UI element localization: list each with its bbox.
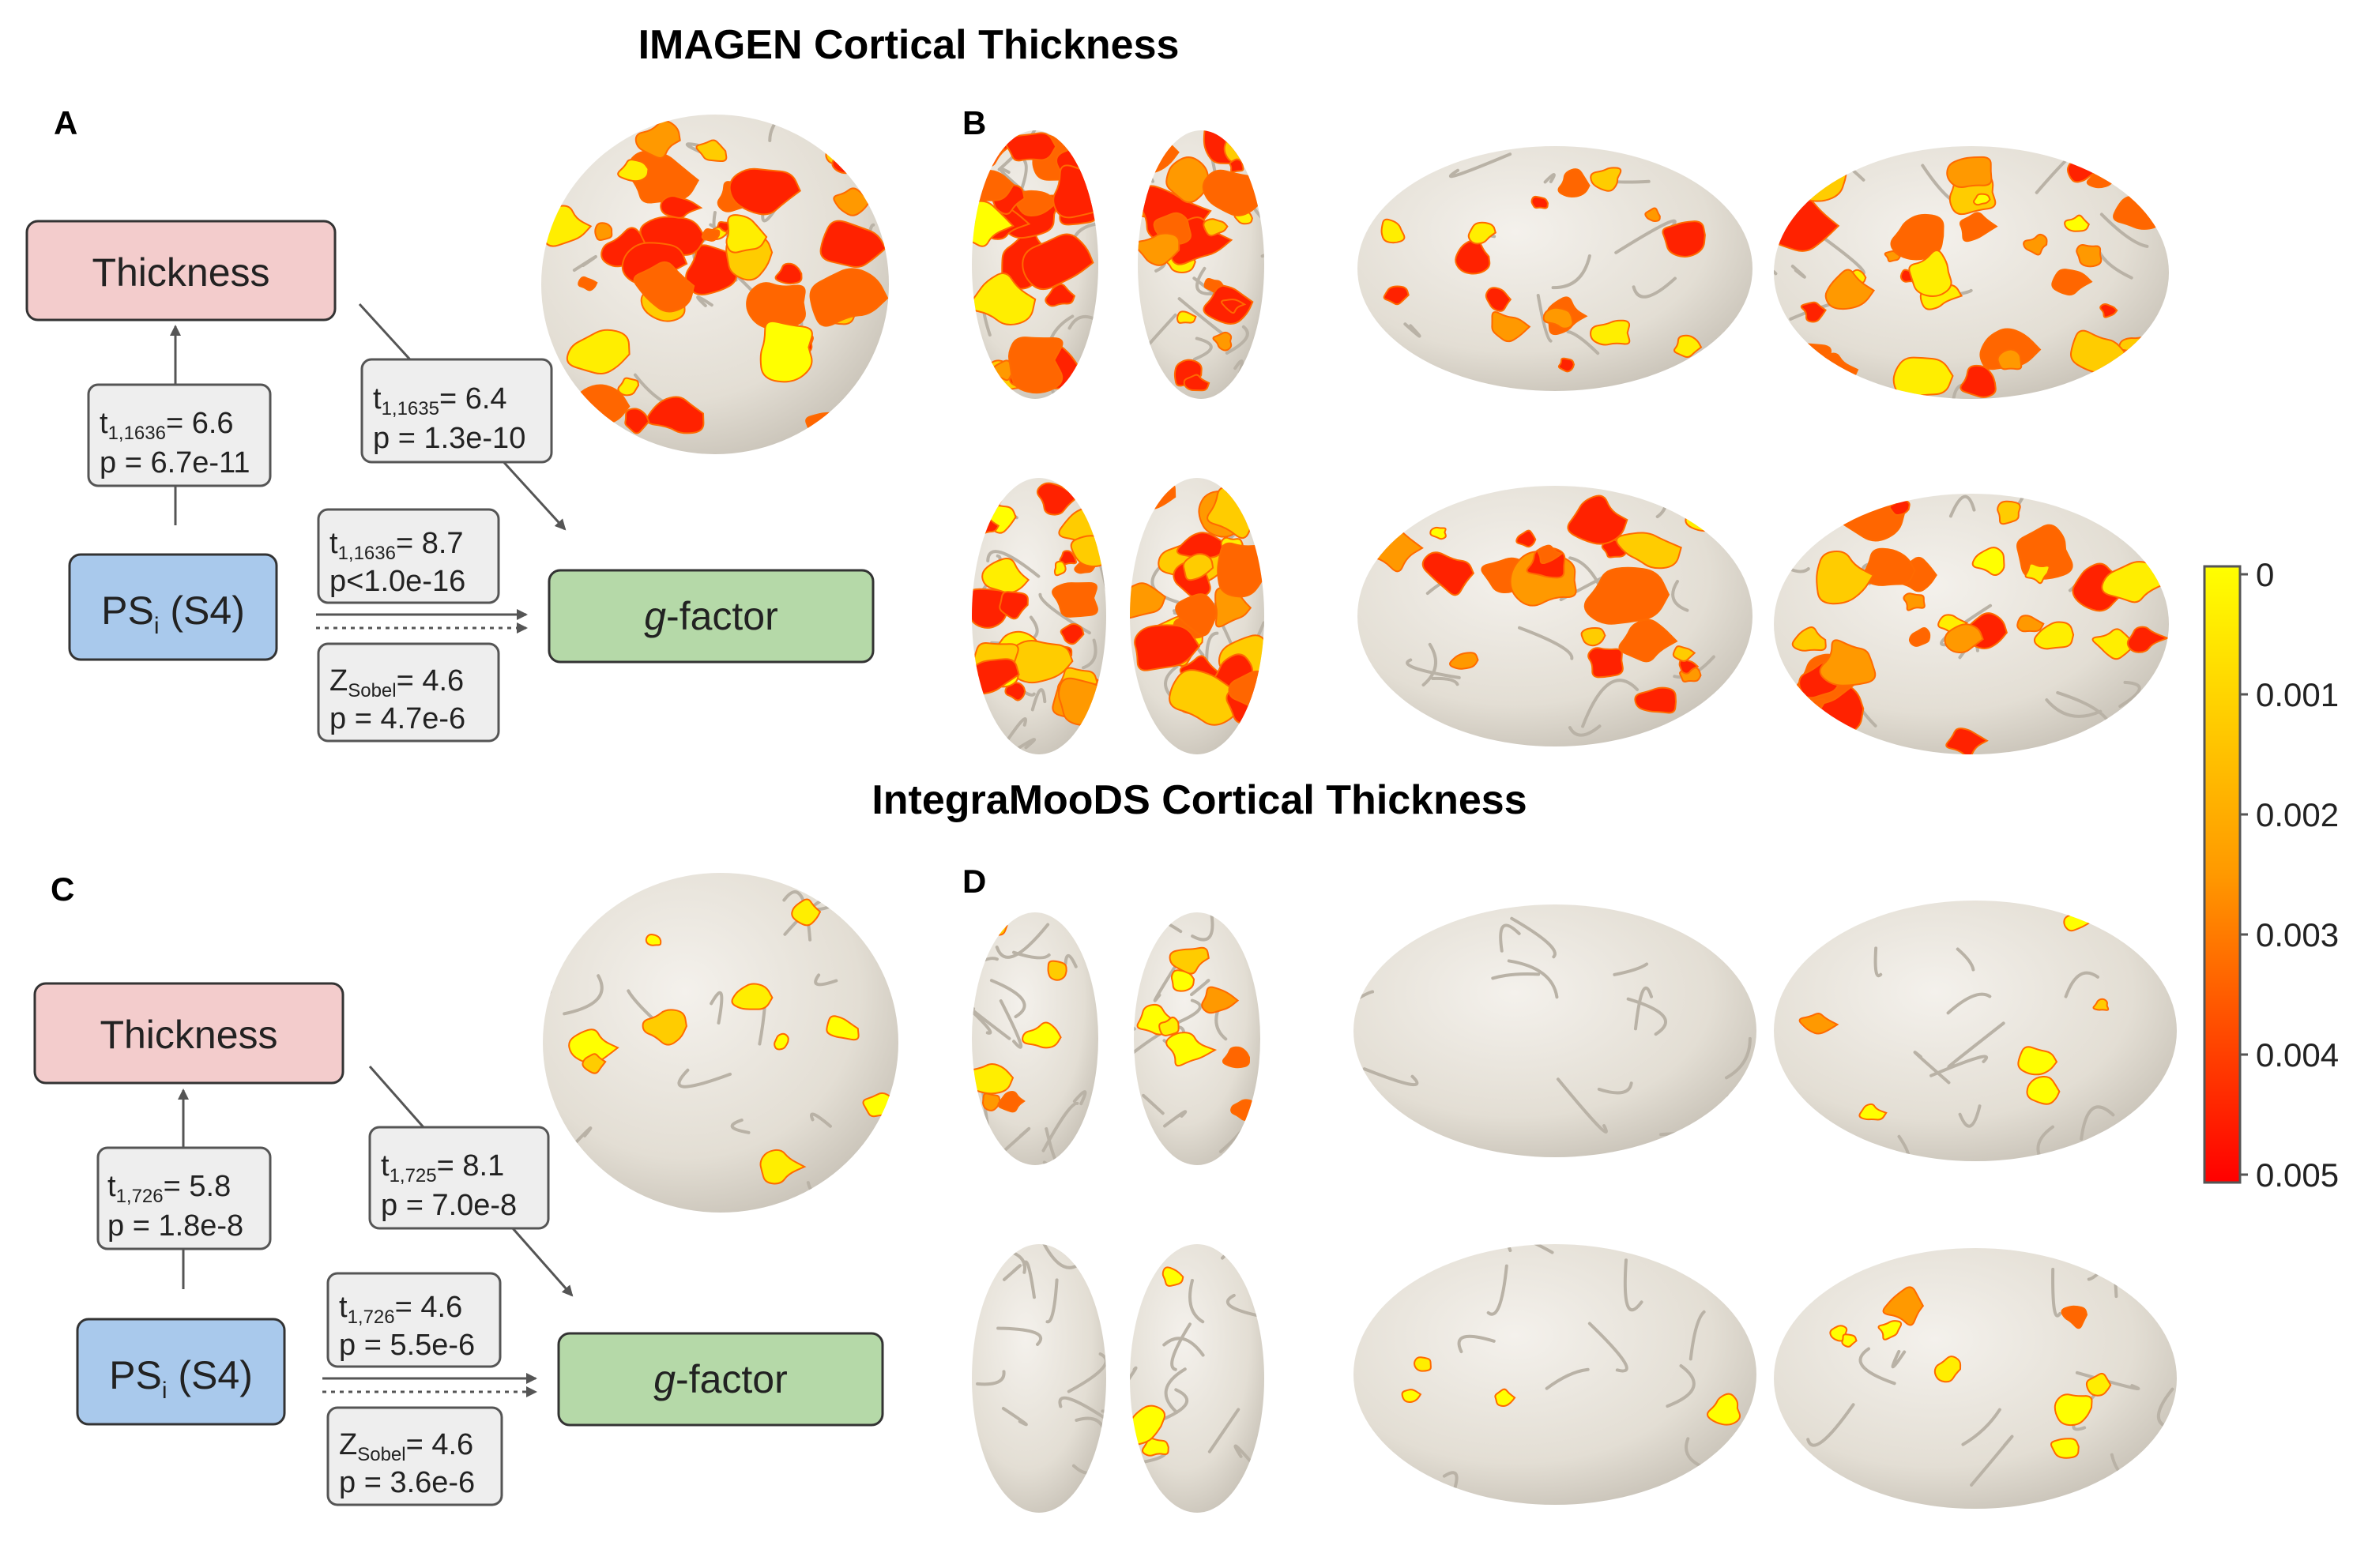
mediation-diagram: Thickness PSi (S4) g-factor t1,1636= 6.6… (25, 220, 875, 743)
thickness-label: Thickness (92, 250, 269, 295)
brain-lateral-top (1774, 901, 2177, 1161)
svg-text:p = 1.8e-8: p = 1.8e-8 (107, 1209, 243, 1243)
ps-box (68, 553, 278, 661)
brain-medial-top (1353, 904, 1756, 1157)
thickness-label: Thickness (100, 1013, 277, 1057)
svg-text:p = 1.3e-10: p = 1.3e-10 (373, 422, 525, 455)
colorbar-tick-label: 0 (2256, 556, 2274, 593)
svg-text:p = 5.5e-6: p = 5.5e-6 (339, 1329, 475, 1362)
stat-path-a: t1,726= 5.8 p = 1.8e-8 (96, 1146, 272, 1250)
brain-occipital-right (1130, 478, 1264, 754)
brain-lateral-top (1774, 146, 2169, 399)
panel-label-b: B (962, 104, 986, 141)
ps-label: PSi (S4) (101, 588, 245, 639)
svg-text:t1,1636= 6.6: t1,1636= 6.6 (100, 407, 234, 444)
panel-label-d: D (962, 863, 986, 900)
svg-text:p = 7.0e-8: p = 7.0e-8 (381, 1189, 517, 1222)
brain-frontal-left (972, 130, 1098, 399)
stat-sobel: ZSobel= 4.6 p = 4.7e-6 (317, 642, 500, 743)
gfactor-label: g-factor (653, 1357, 788, 1401)
section-imagen: IMAGEN Cortical Thickness A B Thickness … (25, 22, 1180, 743)
thickness-box (33, 982, 344, 1085)
brain-occipital-left (972, 1244, 1106, 1513)
svg-text:p = 4.7e-6: p = 4.7e-6 (329, 702, 465, 735)
brain-frontal-left (972, 912, 1098, 1165)
stat-sobel: ZSobel= 4.6 p = 3.6e-6 (326, 1406, 503, 1506)
brain-medial-bottom (1357, 486, 1752, 746)
section-title: IntegraMooDS Cortical Thickness (872, 777, 1527, 823)
svg-text:ZSobel= 4.6: ZSobel= 4.6 (329, 664, 464, 701)
gfactor-label: g-factor (644, 594, 778, 638)
svg-text:ZSobel= 4.6: ZSobel= 4.6 (339, 1428, 473, 1465)
svg-text:p<1.0e-16: p<1.0e-16 (329, 565, 465, 598)
brain-frontal-right (1134, 912, 1260, 1165)
brain-occipital-left (972, 478, 1106, 754)
mediation-diagram: Thickness PSi (S4) g-factor t1,726= 5.8 … (33, 982, 884, 1506)
ps-box (76, 1318, 286, 1426)
svg-text:p = 6.7e-11: p = 6.7e-11 (100, 446, 250, 479)
brain-renderings (541, 115, 2177, 1513)
brain-lateral-bottom (1774, 1248, 2177, 1509)
brain-medial-top (1357, 146, 1752, 391)
stat-path-c: t1,726= 4.6 p = 5.5e-6 (326, 1272, 502, 1368)
brain-medial-bottom (1353, 1244, 1756, 1505)
colorbar-tick-label: 0.002 (2256, 796, 2339, 833)
svg-text:p = 3.6e-6: p = 3.6e-6 (339, 1466, 475, 1499)
colorbar-gradient (2203, 565, 2242, 1184)
colorbar-tick-label: 0.005 (2256, 1156, 2339, 1194)
brain-occipital-right (1130, 1244, 1264, 1513)
stat-path-b: t1,725= 8.1 p = 7.0e-8 (368, 1126, 550, 1230)
brain-3d-top (541, 115, 889, 454)
svg-text:t1,1636= 8.7: t1,1636= 8.7 (329, 527, 464, 564)
panel-label-c: C (51, 870, 74, 908)
svg-text:t1,726= 4.6: t1,726= 4.6 (339, 1291, 462, 1328)
brain-3d-top (543, 873, 898, 1213)
panel-label-a: A (54, 104, 77, 141)
brain-frontal-right (1138, 130, 1264, 399)
section-title: IMAGEN Cortical Thickness (638, 22, 1180, 68)
gfactor-box (548, 569, 875, 664)
svg-text:t1,726= 5.8: t1,726= 5.8 (107, 1170, 231, 1207)
colorbar-tick-label: 0.003 (2256, 916, 2339, 953)
colorbar-tick-label: 0.004 (2256, 1036, 2339, 1074)
svg-text:t1,1635= 6.4: t1,1635= 6.4 (373, 382, 507, 419)
thickness-box (25, 220, 337, 321)
svg-text:t1,725= 8.1: t1,725= 8.1 (381, 1149, 504, 1186)
ps-label: PSi (S4) (109, 1353, 253, 1404)
section-integramoods: IntegraMooDS Cortical Thickness C D Thic… (33, 777, 1527, 1506)
stat-path-b: t1,1635= 6.4 p = 1.3e-10 (360, 358, 553, 464)
colorbar-tick-label: 0.001 (2256, 676, 2339, 713)
stat-path-c: t1,1636= 8.7 p<1.0e-16 (317, 508, 500, 604)
gfactor-box (557, 1332, 884, 1427)
stat-path-a: t1,1636= 6.6 p = 6.7e-11 (87, 383, 272, 487)
colorbar: 0 0.001 0.002 0.003 0.004 0.005 (2203, 556, 2339, 1194)
brain-lateral-bottom (1774, 494, 2169, 754)
